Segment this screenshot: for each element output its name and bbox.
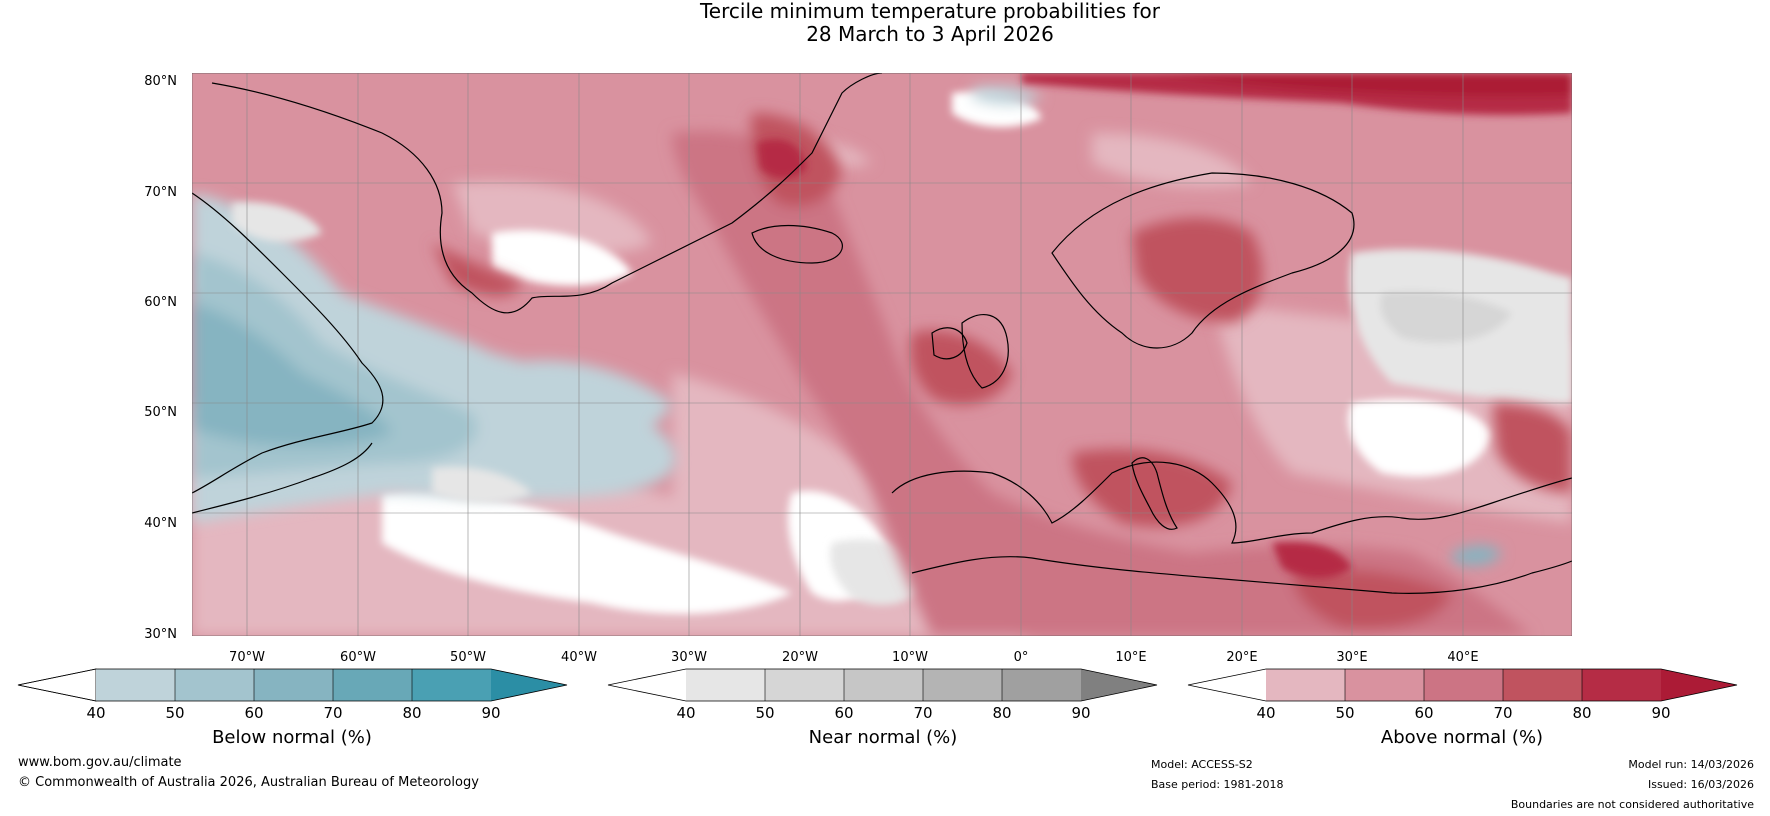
colorbar-below-band-5 — [412, 669, 491, 701]
title-line-2: 28 March to 3 April 2026 — [806, 22, 1054, 46]
colorbar-above-band-4 — [1503, 669, 1582, 701]
colorbar-below-band-4 — [333, 669, 412, 701]
footer-website: www.bom.gov.au/climate — [18, 755, 182, 770]
lon-label-20e: 20°E — [1226, 650, 1258, 665]
colorbar-near-min-triangle — [608, 669, 686, 701]
lat-label-60n: 60°N — [144, 295, 177, 310]
footer-copyright: © Commonwealth of Australia 2026, Austra… — [18, 775, 479, 790]
colorbar-above-tick: 80 — [1572, 704, 1592, 722]
title-line-1: Tercile minimum temperature probabilitie… — [699, 0, 1161, 23]
field-above-strong — [432, 113, 1572, 636]
colorbar-near-band-2 — [765, 669, 844, 701]
colorbar-near-tick: 40 — [676, 704, 696, 722]
colorbar-above-band-5 — [1582, 669, 1661, 701]
footer-model: Model: ACCESS-S2 — [1151, 758, 1253, 771]
lon-label-30w: 30°W — [671, 650, 707, 665]
coast-italy — [1131, 457, 1178, 530]
colorbar-below-band-2 — [175, 669, 254, 701]
lon-label-40w: 40°W — [561, 650, 597, 665]
coast-greenland — [211, 73, 883, 314]
colorbar-above-title: Above normal (%) — [1380, 727, 1544, 748]
coast-scandinavia — [1051, 172, 1355, 349]
colorbar-above-tick: 70 — [1493, 704, 1513, 722]
coast-canada — [192, 192, 384, 494]
colorbar-above-band-1 — [1266, 669, 1345, 701]
field-below — [192, 86, 1502, 566]
coast-iceland — [751, 224, 843, 264]
colorbar-near — [607, 668, 1158, 702]
colorbar-below-band-1 — [96, 669, 175, 701]
lon-label-60w: 60°W — [340, 650, 376, 665]
coast-ireland — [931, 327, 968, 360]
lon-label-10w: 10°W — [892, 650, 928, 665]
lat-label-40n: 40°N — [144, 516, 177, 531]
colorbar-below-tick: 70 — [323, 704, 343, 722]
colorbar-below-tick: 50 — [165, 704, 185, 722]
colorbar-above-tick: 40 — [1256, 704, 1276, 722]
chart-title: Tercile minimum temperature probabilitie… — [0, 0, 1770, 46]
colorbar-near-band-1 — [686, 669, 765, 701]
field-near — [232, 202, 1572, 605]
lat-label-50n: 50°N — [144, 405, 177, 420]
colorbar-near-tick: 70 — [913, 704, 933, 722]
colorbar-near-band-4 — [923, 669, 1002, 701]
footer-disclaimer: Boundaries are not considered authoritat… — [1510, 798, 1754, 811]
field-above-80-90 — [757, 73, 1572, 579]
colorbars — [17, 668, 1738, 702]
colorbar-above — [1187, 668, 1738, 702]
lon-label-20w: 20°W — [782, 650, 818, 665]
lon-label-50w: 50°W — [450, 650, 486, 665]
colorbar-near-title: Near normal (%) — [808, 727, 958, 748]
lon-label-70w: 70°W — [229, 650, 265, 665]
colorbar-near-tick: 60 — [834, 704, 854, 722]
coast-uk — [961, 314, 1009, 389]
lat-label-30n: 30°N — [144, 627, 177, 642]
colorbar-above-tick: 90 — [1651, 704, 1671, 722]
lon-label-40e: 40°E — [1447, 650, 1479, 665]
colorbar-above-band-2 — [1345, 669, 1424, 701]
colorbar-below — [17, 668, 568, 702]
colorbar-near-tick: 80 — [992, 704, 1012, 722]
colorbar-near-tick: 90 — [1071, 704, 1091, 722]
colorbar-near-tick: 50 — [755, 704, 775, 722]
lat-label-70n: 70°N — [144, 185, 177, 200]
map-canvas — [192, 73, 1572, 636]
coast-mediterranean-north — [891, 461, 1572, 544]
colorbar-below-title: Below normal (%) — [212, 727, 372, 748]
lon-label-10e: 10°E — [1115, 650, 1147, 665]
colorbar-below-max-triangle — [491, 669, 567, 701]
footer-model-run: Model run: 14/03/2026 — [1628, 758, 1754, 771]
colorbar-above-band-3 — [1424, 669, 1503, 701]
coast-north-africa — [911, 556, 1572, 594]
lon-label-0: 0° — [1013, 650, 1029, 665]
colorbar-above-tick: 60 — [1414, 704, 1434, 722]
colorbar-above-max-triangle — [1661, 669, 1737, 701]
colorbar-below-band-3 — [254, 669, 333, 701]
colorbar-above-min-triangle — [1188, 669, 1266, 701]
colorbar-below-min-triangle — [17, 668, 97, 702]
colorbar-below-tick: 40 — [86, 704, 106, 722]
colorbar-above-tick: 50 — [1335, 704, 1355, 722]
colorbar-near-band-5 — [1002, 669, 1081, 701]
coastlines — [192, 73, 1572, 594]
colorbar-near-max-triangle — [1081, 669, 1157, 701]
colorbar-below-tick: 80 — [402, 704, 422, 722]
lon-label-30e: 30°E — [1336, 650, 1368, 665]
lat-label-80n: 80°N — [144, 74, 177, 89]
colorbar-below-tick: 90 — [481, 704, 501, 722]
footer-base-period: Base period: 1981-2018 — [1151, 778, 1284, 791]
footer-issued: Issued: 16/03/2026 — [1647, 778, 1754, 791]
colorbar-below-tick: 60 — [244, 704, 264, 722]
colorbar-near-band-3 — [844, 669, 923, 701]
coast-us — [192, 442, 373, 514]
probability-map — [192, 73, 1572, 636]
